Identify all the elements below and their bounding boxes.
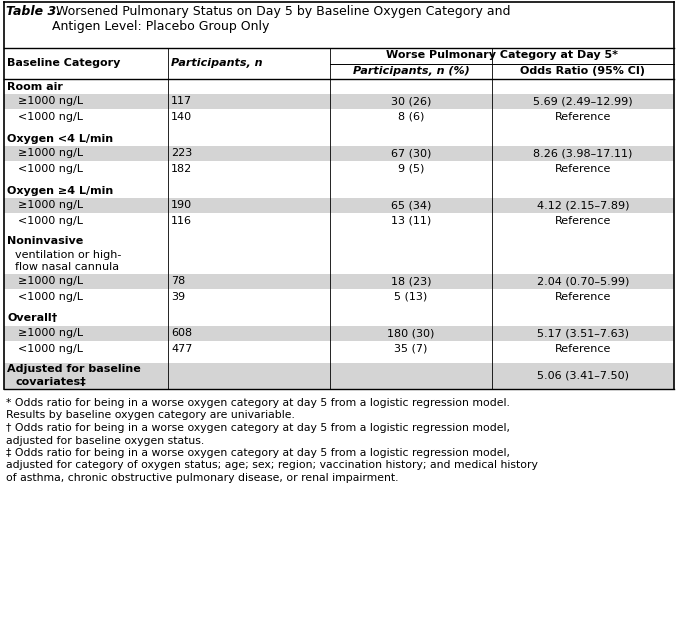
Text: 13 (11): 13 (11) (391, 216, 431, 226)
Text: 182: 182 (171, 164, 193, 174)
Text: covariates‡: covariates‡ (15, 377, 85, 387)
Text: 30 (26): 30 (26) (391, 96, 431, 106)
Text: Baseline Category: Baseline Category (7, 58, 121, 69)
Text: Participants, n: Participants, n (171, 58, 262, 69)
Text: 5.06 (3.41–7.50): 5.06 (3.41–7.50) (537, 371, 629, 381)
Text: 8.26 (3.98–17.11): 8.26 (3.98–17.11) (534, 148, 633, 159)
Text: † Odds ratio for being in a worse oxygen category at day 5 from a logistic regre: † Odds ratio for being in a worse oxygen… (6, 423, 510, 433)
Text: ≥1000 ng/L: ≥1000 ng/L (18, 201, 83, 211)
Text: Room air: Room air (7, 82, 63, 91)
Text: 39: 39 (171, 291, 185, 301)
Bar (4, 274, 674, 289)
Text: Results by baseline oxygen category are univariable.: Results by baseline oxygen category are … (6, 411, 295, 421)
Text: 35 (7): 35 (7) (395, 343, 428, 353)
Text: * Odds ratio for being in a worse oxygen category at day 5 from a logistic regre: * Odds ratio for being in a worse oxygen… (6, 398, 510, 408)
Text: Oxygen <4 L/min: Oxygen <4 L/min (7, 133, 113, 143)
Text: 4.12 (2.15–7.89): 4.12 (2.15–7.89) (537, 201, 629, 211)
Text: 5.69 (2.49–12.99): 5.69 (2.49–12.99) (533, 96, 633, 106)
Text: Participants, n (%): Participants, n (%) (353, 66, 469, 76)
Text: ≥1000 ng/L: ≥1000 ng/L (18, 96, 83, 106)
Text: Worse Pulmonary Category at Day 5*: Worse Pulmonary Category at Day 5* (386, 50, 618, 60)
Text: 180 (30): 180 (30) (387, 328, 435, 338)
Text: 5.17 (3.51–7.63): 5.17 (3.51–7.63) (537, 328, 629, 338)
Text: <1000 ng/L: <1000 ng/L (18, 343, 83, 353)
Text: 116: 116 (171, 216, 192, 226)
Text: <1000 ng/L: <1000 ng/L (18, 111, 83, 121)
Text: 477: 477 (171, 343, 193, 353)
Text: 65 (34): 65 (34) (391, 201, 431, 211)
Text: Oxygen ≥4 L/min: Oxygen ≥4 L/min (7, 186, 113, 196)
Text: 190: 190 (171, 201, 192, 211)
Bar (4, 326, 674, 341)
Text: 18 (23): 18 (23) (391, 277, 431, 286)
Text: Table 3.: Table 3. (6, 5, 61, 18)
Text: 140: 140 (171, 111, 192, 121)
Bar (4, 146, 674, 161)
Text: Odds Ratio (95% CI): Odds Ratio (95% CI) (521, 66, 645, 76)
Text: 223: 223 (171, 148, 193, 159)
Text: 78: 78 (171, 277, 185, 286)
Text: adjusted for baseline oxygen status.: adjusted for baseline oxygen status. (6, 435, 204, 445)
Text: 608: 608 (171, 328, 192, 338)
Text: ‡ Odds ratio for being in a worse oxygen category at day 5 from a logistic regre: ‡ Odds ratio for being in a worse oxygen… (6, 448, 510, 458)
Bar (4, 198, 674, 213)
Text: Worsened Pulmonary Status on Day 5 by Baseline Oxygen Category and
Antigen Level: Worsened Pulmonary Status on Day 5 by Ba… (52, 5, 511, 33)
Text: Noninvasive: Noninvasive (7, 237, 83, 247)
Text: 117: 117 (171, 96, 192, 106)
Text: <1000 ng/L: <1000 ng/L (18, 291, 83, 301)
Text: 67 (30): 67 (30) (391, 148, 431, 159)
Text: Reference: Reference (555, 291, 611, 301)
Text: ≥1000 ng/L: ≥1000 ng/L (18, 328, 83, 338)
Text: 9 (5): 9 (5) (398, 164, 424, 174)
Text: 5 (13): 5 (13) (395, 291, 428, 301)
Text: Overall†: Overall† (7, 313, 57, 323)
Text: 8 (6): 8 (6) (398, 111, 424, 121)
Bar (4, 363, 674, 389)
Text: ≥1000 ng/L: ≥1000 ng/L (18, 148, 83, 159)
Text: Reference: Reference (555, 164, 611, 174)
Text: <1000 ng/L: <1000 ng/L (18, 216, 83, 226)
Text: ventilation or high-: ventilation or high- (15, 250, 121, 260)
Text: adjusted for category of oxygen status; age; sex; region; vaccination history; a: adjusted for category of oxygen status; … (6, 460, 538, 470)
Text: <1000 ng/L: <1000 ng/L (18, 164, 83, 174)
Bar (4, 94, 674, 109)
Text: of asthma, chronic obstructive pulmonary disease, or renal impairment.: of asthma, chronic obstructive pulmonary… (6, 473, 399, 483)
Text: ≥1000 ng/L: ≥1000 ng/L (18, 277, 83, 286)
Text: flow nasal cannula: flow nasal cannula (15, 262, 119, 272)
Text: Adjusted for baseline: Adjusted for baseline (7, 364, 141, 374)
Text: Reference: Reference (555, 343, 611, 353)
Text: Reference: Reference (555, 111, 611, 121)
Text: 2.04 (0.70–5.99): 2.04 (0.70–5.99) (537, 277, 629, 286)
Text: Reference: Reference (555, 216, 611, 226)
